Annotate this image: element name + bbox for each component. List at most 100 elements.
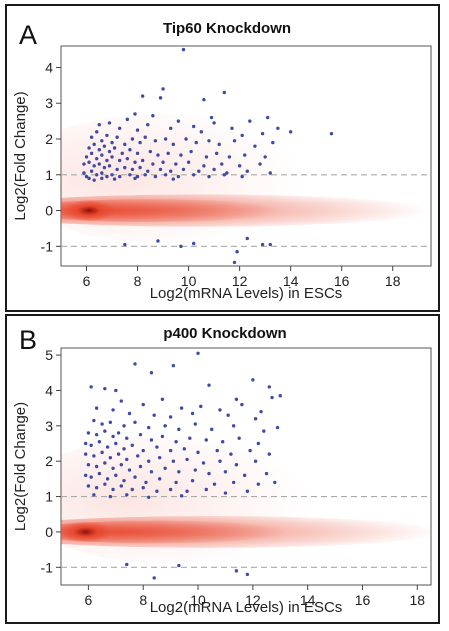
data-point	[86, 484, 91, 488]
y-tick-label: 2	[45, 453, 53, 469]
data-point	[156, 153, 160, 157]
x-tick-label: 14	[283, 273, 299, 289]
y-tick-label: 3	[45, 418, 53, 434]
x-tick-label: 10	[190, 592, 206, 608]
data-point	[259, 409, 263, 414]
data-point	[275, 425, 280, 430]
data-point	[127, 468, 132, 472]
data-point	[143, 173, 147, 177]
data-point	[83, 473, 88, 478]
data-point	[135, 128, 140, 132]
data-point	[111, 466, 115, 470]
data-point	[260, 131, 265, 136]
data-point	[185, 489, 189, 493]
data-point	[82, 171, 86, 175]
data-point	[105, 174, 109, 179]
y-tick-label: -1	[41, 238, 54, 254]
chart-title: p400 Knockdown	[163, 325, 286, 342]
data-point	[130, 443, 134, 447]
data-point	[242, 473, 247, 478]
data-point	[248, 448, 252, 453]
data-point	[120, 151, 124, 156]
data-point	[95, 130, 99, 134]
data-point	[256, 441, 261, 446]
data-point	[125, 562, 129, 567]
data-point	[87, 160, 91, 164]
data-point	[140, 158, 145, 163]
data-point	[267, 452, 271, 456]
x-tick-label: 18	[410, 592, 426, 608]
data-point	[273, 480, 277, 485]
data-point	[151, 162, 155, 166]
data-point	[171, 142, 175, 147]
data-point	[105, 445, 110, 449]
density-core	[63, 199, 116, 222]
data-point	[114, 388, 118, 393]
data-point	[89, 169, 94, 173]
data-point	[152, 576, 156, 580]
data-point	[84, 155, 89, 159]
data-point	[133, 160, 137, 164]
data-point	[108, 420, 113, 424]
data-point	[212, 482, 217, 486]
y-tick-label: -1	[41, 559, 54, 575]
data-point	[161, 160, 165, 164]
data-point	[105, 133, 109, 138]
x-axis-label: Log2(mRNA Levels) in ESCs	[150, 599, 343, 616]
data-point	[181, 167, 186, 172]
data-point	[212, 121, 216, 125]
data-point	[204, 487, 208, 492]
data-point	[207, 139, 211, 143]
data-point	[271, 140, 275, 145]
data-point	[117, 158, 122, 163]
data-point	[179, 244, 183, 249]
data-point	[82, 162, 86, 166]
data-point	[191, 241, 196, 246]
data-point	[202, 164, 206, 168]
data-point	[329, 131, 334, 136]
data-point	[177, 563, 181, 568]
data-point	[103, 386, 107, 391]
data-point	[97, 440, 102, 444]
data-point	[141, 448, 145, 453]
data-point	[245, 572, 250, 577]
data-point	[189, 149, 193, 154]
data-point	[169, 126, 173, 130]
data-point	[193, 468, 197, 472]
data-point	[97, 471, 102, 476]
data-point	[141, 486, 145, 490]
data-point	[147, 459, 151, 463]
data-point	[199, 404, 203, 409]
data-point	[87, 146, 91, 150]
data-point	[103, 461, 107, 465]
data-point	[245, 236, 249, 241]
data-point	[207, 174, 211, 179]
data-point	[258, 162, 262, 166]
data-point	[122, 447, 126, 451]
data-point	[107, 164, 112, 168]
data-point	[89, 475, 93, 479]
data-point	[127, 411, 132, 416]
data-point	[158, 96, 163, 100]
data-point	[191, 173, 196, 177]
data-point	[103, 429, 107, 433]
data-point	[234, 397, 239, 401]
data-point	[229, 452, 233, 456]
data-point	[86, 431, 91, 435]
data-point	[190, 478, 195, 483]
data-point	[83, 441, 88, 446]
density-band-inner	[61, 199, 280, 222]
data-point	[92, 178, 96, 182]
data-point	[256, 482, 261, 486]
x-tick-label: 16	[355, 592, 371, 608]
data-point	[223, 491, 228, 495]
data-point	[220, 162, 224, 166]
data-point	[199, 130, 204, 134]
data-point	[163, 137, 168, 141]
data-point	[94, 486, 99, 490]
data-point	[157, 477, 162, 481]
data-point	[135, 151, 140, 156]
data-point	[151, 114, 155, 118]
data-point	[140, 94, 145, 98]
data-point	[143, 135, 147, 139]
